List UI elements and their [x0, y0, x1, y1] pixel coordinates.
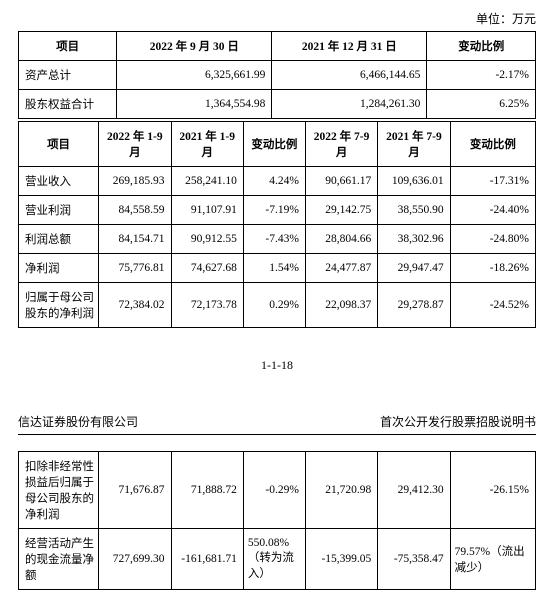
cell: 38,550.90 — [378, 196, 450, 225]
cell: 22,098.37 — [305, 283, 377, 328]
table-row: 利润总额 84,154.71 90,912.55 -7.43% 28,804.6… — [19, 225, 536, 254]
col-change: 变动比例 — [427, 32, 536, 61]
cell: -24.80% — [450, 225, 535, 254]
cell: 71,888.72 — [171, 452, 243, 529]
row-label: 净利润 — [19, 254, 99, 283]
col-2021-12: 2021 年 12 月 31 日 — [272, 32, 427, 61]
cell: -15,399.05 — [305, 529, 377, 590]
cell: 79.57%（流出减少） — [450, 529, 535, 590]
table-row: 营业利润 84,558.59 91,107.91 -7.19% 29,142.7… — [19, 196, 536, 225]
cell: -75,358.47 — [378, 529, 450, 590]
col-item: 项目 — [19, 122, 99, 167]
row-label: 归属于母公司股东的净利润 — [19, 283, 99, 328]
cell: 84,558.59 — [99, 196, 171, 225]
col-change-1: 变动比例 — [243, 122, 305, 167]
table-balance: 项目 2022 年 9 月 30 日 2021 年 12 月 31 日 变动比例… — [18, 31, 536, 119]
cell: 6.25% — [427, 90, 536, 119]
cell: 29,142.75 — [305, 196, 377, 225]
row-label: 股东权益合计 — [19, 90, 117, 119]
table-income-continued: 扣除非经常性损益后归属于母公司股东的净利润 71,676.87 71,888.7… — [18, 451, 536, 590]
cell: 269,185.93 — [99, 167, 171, 196]
table-income: 项目 2022 年 1-9 月 2021 年 1-9 月 变动比例 2022 年… — [18, 121, 536, 328]
company-name: 信达证券股份有限公司 — [18, 413, 138, 430]
cell: -2.17% — [427, 61, 536, 90]
col-2022-1-9: 2022 年 1-9 月 — [99, 122, 171, 167]
document-title: 首次公开发行股票招股说明书 — [380, 413, 536, 430]
table-header-row: 项目 2022 年 9 月 30 日 2021 年 12 月 31 日 变动比例 — [19, 32, 536, 61]
row-label: 营业利润 — [19, 196, 99, 225]
cell: -7.19% — [243, 196, 305, 225]
cell: -24.52% — [450, 283, 535, 328]
cell: -18.26% — [450, 254, 535, 283]
cell: 90,912.55 — [171, 225, 243, 254]
table-row: 归属于母公司股东的净利润 72,384.02 72,173.78 0.29% 2… — [19, 283, 536, 328]
col-2021-7-9: 2021 年 7-9 月 — [378, 122, 450, 167]
col-item: 项目 — [19, 32, 117, 61]
cell: 24,477.87 — [305, 254, 377, 283]
row-label: 资产总计 — [19, 61, 117, 90]
cell: 1,284,261.30 — [272, 90, 427, 119]
col-2021-1-9: 2021 年 1-9 月 — [171, 122, 243, 167]
col-change-2: 变动比例 — [450, 122, 535, 167]
col-2022-7-9: 2022 年 7-9 月 — [305, 122, 377, 167]
table-row: 扣除非经常性损益后归属于母公司股东的净利润 71,676.87 71,888.7… — [19, 452, 536, 529]
cell: 74,627.68 — [171, 254, 243, 283]
page-header-line: 信达证券股份有限公司 首次公开发行股票招股说明书 — [18, 413, 536, 435]
table-row: 经营活动产生的现金流量净额 727,699.30 -161,681.71 550… — [19, 529, 536, 590]
cell: -0.29% — [243, 452, 305, 529]
cell: 6,466,144.65 — [272, 61, 427, 90]
page-number: 1-1-18 — [18, 358, 536, 373]
cell: 727,699.30 — [99, 529, 171, 590]
cell: 29,278.87 — [378, 283, 450, 328]
cell: 75,776.81 — [99, 254, 171, 283]
table-row: 资产总计 6,325,661.99 6,466,144.65 -2.17% — [19, 61, 536, 90]
cell: 84,154.71 — [99, 225, 171, 254]
cell: 258,241.10 — [171, 167, 243, 196]
cell: 29,947.47 — [378, 254, 450, 283]
cell: 0.29% — [243, 283, 305, 328]
unit-label: 单位：万元 — [18, 10, 536, 27]
table-row: 营业收入 269,185.93 258,241.10 4.24% 90,661.… — [19, 167, 536, 196]
cell: 1,364,554.98 — [117, 90, 272, 119]
cell: 28,804.66 — [305, 225, 377, 254]
col-2022-09: 2022 年 9 月 30 日 — [117, 32, 272, 61]
row-label: 扣除非经常性损益后归属于母公司股东的净利润 — [19, 452, 99, 529]
cell: 91,107.91 — [171, 196, 243, 225]
cell: 90,661.17 — [305, 167, 377, 196]
cell: -161,681.71 — [171, 529, 243, 590]
cell: 21,720.98 — [305, 452, 377, 529]
cell: 72,173.78 — [171, 283, 243, 328]
cell: 71,676.87 — [99, 452, 171, 529]
row-label: 营业收入 — [19, 167, 99, 196]
cell: 550.08%（转为流入） — [243, 529, 305, 590]
cell: 6,325,661.99 — [117, 61, 272, 90]
cell: 72,384.02 — [99, 283, 171, 328]
table-row: 净利润 75,776.81 74,627.68 1.54% 24,477.87 … — [19, 254, 536, 283]
cell: -24.40% — [450, 196, 535, 225]
cell: -7.43% — [243, 225, 305, 254]
table-row: 股东权益合计 1,364,554.98 1,284,261.30 6.25% — [19, 90, 536, 119]
cell: 109,636.01 — [378, 167, 450, 196]
cell: 1.54% — [243, 254, 305, 283]
cell: 38,302.96 — [378, 225, 450, 254]
row-label: 经营活动产生的现金流量净额 — [19, 529, 99, 590]
cell: -26.15% — [450, 452, 535, 529]
cell: 4.24% — [243, 167, 305, 196]
cell: -17.31% — [450, 167, 535, 196]
table-header-row: 项目 2022 年 1-9 月 2021 年 1-9 月 变动比例 2022 年… — [19, 122, 536, 167]
cell: 29,412.30 — [378, 452, 450, 529]
row-label: 利润总额 — [19, 225, 99, 254]
